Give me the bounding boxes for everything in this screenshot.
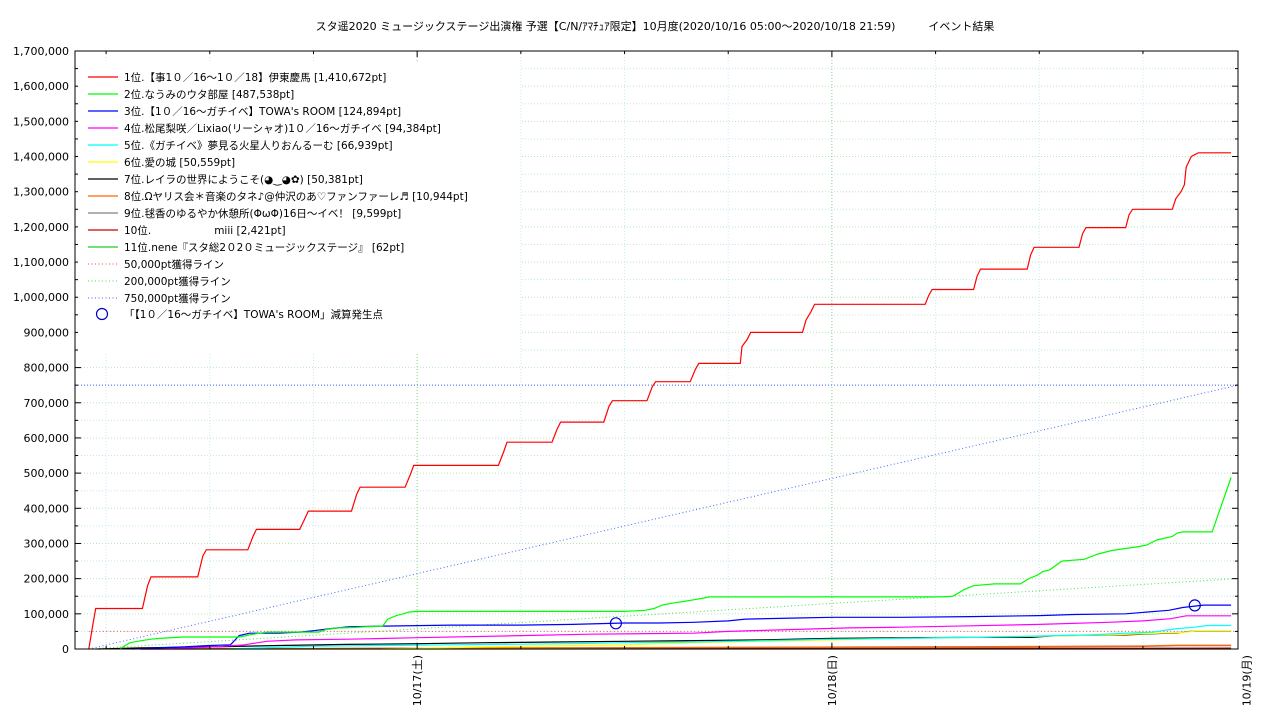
chart-title: スタ遥2020 ミュージックステージ出演権 予選【C/N/ｱﾏﾁｭｱ限定】10月… xyxy=(316,19,995,33)
y-tick-label: 1,400,000 xyxy=(13,151,69,164)
y-tick-label: 1,100,000 xyxy=(13,256,69,269)
y-tick-label: 100,000 xyxy=(24,608,70,621)
y-tick-label: 900,000 xyxy=(24,326,70,339)
y-tick-label: 1,000,000 xyxy=(13,291,69,304)
y-tick-label: 400,000 xyxy=(24,502,70,515)
legend-entry-8: 8位.Ωヤリス会＊音楽のタネ♪@仲沢のあ♡ファンファーレ♬ [10,944pt] xyxy=(124,190,468,203)
x-tick-label: 10/18(日) xyxy=(826,655,839,706)
decrement-marker xyxy=(1188,599,1201,612)
legend-entry-14: 750,000pt獲得ライン xyxy=(124,292,231,305)
x-axis: 10/17(土) 10/18(日) 10/19(月) xyxy=(105,51,1254,706)
y-tick-label: 0 xyxy=(62,643,69,656)
y-tick-label: 600,000 xyxy=(24,432,70,445)
series-line-8 xyxy=(140,644,1232,650)
y-tick-label: 1,300,000 xyxy=(13,186,69,199)
legend-entry-9: 9位.毬香のゆるやか休憩所(ΦωΦ)16日〜イベ！ [9,599pt] xyxy=(124,207,401,220)
series-line-5 xyxy=(227,624,1232,650)
x-tick-label: 10/19(月) xyxy=(1241,655,1254,706)
y-axis: 0 100,000 200,000 300,000 400,000 500,000 600,… xyxy=(13,45,1238,656)
legend-entry-12: 50,000pt獲得ライン xyxy=(124,258,224,271)
series-line-14 xyxy=(88,384,1239,650)
y-tick-label: 300,000 xyxy=(24,537,70,550)
legend-entry-5: 5位.《ガチイベ》夢見る火星人りおんるーむ [66,939pt] xyxy=(124,139,393,152)
legend-entry-11: 11位.nene『スタ総2０2０ミュージックステージ』 [62pt] xyxy=(124,241,404,254)
legend-entry-3: 3位.【1０／16〜ガチイベ】TOWA's ROOM [124,894pt] xyxy=(124,105,401,118)
decrement-markers xyxy=(609,599,1201,630)
legend-marker-swatch xyxy=(95,307,109,321)
y-tick-label: 700,000 xyxy=(24,397,70,410)
y-tick-label: 1,700,000 xyxy=(13,45,69,58)
legend-entry-13: 200,000pt獲得ライン xyxy=(124,275,231,288)
series-line-13 xyxy=(88,578,1239,650)
series-line-3 xyxy=(131,604,1232,650)
legend-entry-7: 7位.レイラの世界にようこそ(◕‿◕✿) [50,381pt] xyxy=(124,173,363,186)
decrement-marker xyxy=(609,617,622,630)
legend-box xyxy=(78,62,520,352)
legend-entry-1: 1位.【事1０／16〜1０／18】伊東慶馬 [1,410,672pt] xyxy=(124,71,386,84)
legend-entry-marker: 「【1０／16〜ガチイベ】TOWA's ROOM」減算発生点 xyxy=(124,308,383,321)
legend-entry-4: 4位.松尾梨咲／Lixiao(リーシャオ)1０／16〜ガチイベ [94,384p… xyxy=(124,122,441,135)
legend: 1位.【事1０／16〜1０／18】伊東慶馬 [1,410,672pt] 2位.なう… xyxy=(88,71,468,321)
x-tick-label: 10/17(土) xyxy=(411,655,424,706)
legend-entry-10: 10位. miii [2,421pt] xyxy=(124,224,286,237)
legend-entry-2: 2位.なうみのウタ部屋 [487,538pt] xyxy=(124,88,294,101)
y-tick-label: 1,500,000 xyxy=(13,115,69,128)
series-line-4 xyxy=(157,615,1232,650)
y-tick-label: 1,600,000 xyxy=(13,80,69,93)
y-tick-label: 1,200,000 xyxy=(13,221,69,234)
y-tick-label: 200,000 xyxy=(24,573,70,586)
series-line-1 xyxy=(88,152,1232,650)
legend-entry-6: 6位.愛の城 [50,559pt] xyxy=(124,156,235,169)
y-tick-label: 800,000 xyxy=(24,362,70,375)
series-line-2 xyxy=(119,477,1232,650)
y-tick-label: 500,000 xyxy=(24,467,70,480)
